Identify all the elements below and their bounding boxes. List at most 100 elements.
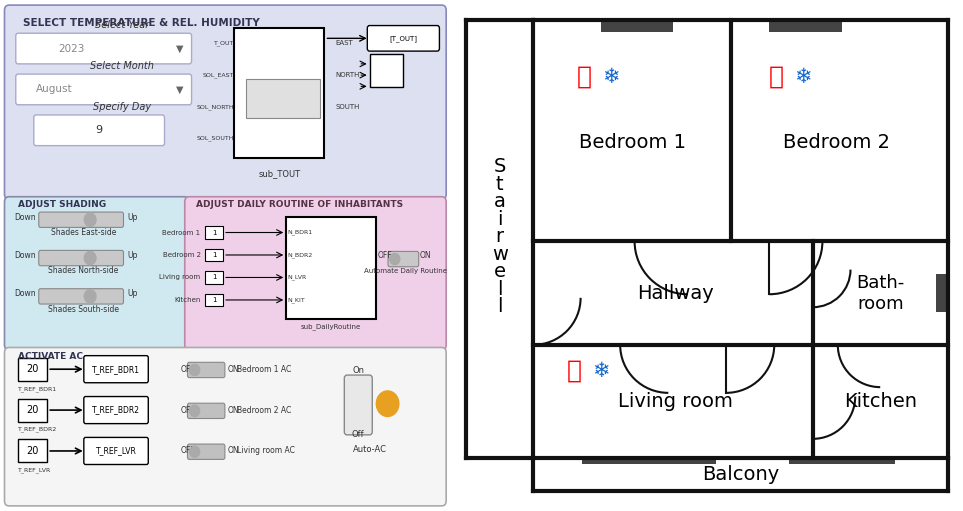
- Text: Up: Up: [128, 251, 138, 260]
- FancyBboxPatch shape: [39, 289, 123, 304]
- Text: August: August: [36, 84, 72, 95]
- FancyBboxPatch shape: [39, 212, 123, 227]
- Bar: [286, 217, 377, 319]
- FancyBboxPatch shape: [84, 437, 148, 464]
- Bar: [18, 358, 47, 381]
- Text: Automate Daily Routine: Automate Daily Routine: [364, 268, 447, 274]
- Text: OFF: OFF: [378, 251, 393, 260]
- Text: N_LVR: N_LVR: [288, 274, 307, 281]
- Text: N_BDR2: N_BDR2: [288, 252, 313, 258]
- Text: ❄: ❄: [794, 67, 812, 87]
- Text: Kitchen: Kitchen: [174, 297, 200, 303]
- Text: ▼: ▼: [176, 43, 183, 54]
- Text: T_OUT: T_OUT: [214, 40, 234, 47]
- Text: Hallway: Hallway: [638, 284, 714, 303]
- Text: Living room AC: Living room AC: [237, 447, 295, 455]
- Text: ACTIVATE AC: ACTIVATE AC: [18, 352, 83, 361]
- Text: 9: 9: [95, 125, 103, 135]
- Circle shape: [85, 290, 96, 303]
- FancyBboxPatch shape: [39, 250, 123, 266]
- Text: S
t
a
i
r
w
e
l
l: S t a i r w e l l: [492, 157, 508, 316]
- Text: Auto-AC: Auto-AC: [352, 445, 386, 454]
- Text: SOL_SOUTH: SOL_SOUTH: [196, 135, 234, 142]
- Text: Down: Down: [14, 213, 36, 222]
- Circle shape: [85, 213, 96, 226]
- Text: Living room: Living room: [618, 392, 733, 411]
- Text: [T_OUT]: [T_OUT]: [389, 35, 417, 42]
- FancyBboxPatch shape: [188, 403, 225, 419]
- Text: 2023: 2023: [59, 43, 85, 54]
- Text: ADJUST SHADING: ADJUST SHADING: [18, 200, 106, 209]
- Text: ON: ON: [420, 251, 431, 260]
- Circle shape: [190, 405, 199, 416]
- Bar: [936, 274, 948, 312]
- Text: Select Month: Select Month: [90, 61, 154, 71]
- Text: sub_DailyRoutine: sub_DailyRoutine: [301, 323, 361, 330]
- Bar: [769, 20, 842, 32]
- Text: ADJUST DAILY ROUTINE OF INHABITANTS: ADJUST DAILY ROUTINE OF INHABITANTS: [196, 200, 403, 209]
- Text: sub_TOUT: sub_TOUT: [258, 169, 300, 178]
- Bar: [582, 458, 716, 464]
- Text: Bedroom 2: Bedroom 2: [783, 133, 891, 152]
- Text: ON: ON: [227, 447, 239, 455]
- Text: 🌡: 🌡: [577, 65, 591, 89]
- Text: ON: ON: [227, 365, 239, 374]
- Bar: [18, 399, 47, 422]
- Text: SOL_EAST: SOL_EAST: [202, 72, 234, 78]
- FancyBboxPatch shape: [5, 347, 446, 506]
- Text: NORTH: NORTH: [336, 72, 360, 78]
- Text: Select Year: Select Year: [94, 20, 149, 30]
- Text: 1: 1: [212, 252, 217, 258]
- Circle shape: [190, 364, 199, 376]
- Text: Shades South-side: Shades South-side: [48, 305, 118, 314]
- Bar: [205, 271, 223, 284]
- Text: Bedroom 2 AC: Bedroom 2 AC: [237, 406, 291, 414]
- Text: Shades East-side: Shades East-side: [51, 228, 117, 237]
- Text: 1: 1: [212, 274, 217, 281]
- Text: T_REF_BDR2: T_REF_BDR2: [18, 427, 57, 432]
- Bar: [205, 226, 223, 239]
- Text: Bedroom 1: Bedroom 1: [163, 229, 200, 236]
- Text: ▼: ▼: [176, 84, 183, 95]
- Bar: [246, 79, 320, 118]
- Text: T_REF_LVR: T_REF_LVR: [18, 468, 51, 473]
- Text: Up: Up: [128, 213, 138, 222]
- Text: Bedroom 1: Bedroom 1: [579, 133, 686, 152]
- FancyBboxPatch shape: [15, 74, 192, 105]
- Text: ❄: ❄: [592, 361, 610, 381]
- Bar: [18, 439, 47, 462]
- Bar: [234, 28, 325, 158]
- Text: EAST: EAST: [336, 40, 353, 47]
- Bar: [789, 458, 895, 464]
- Text: Balcony: Balcony: [702, 464, 779, 483]
- FancyBboxPatch shape: [188, 362, 225, 378]
- FancyBboxPatch shape: [345, 375, 373, 435]
- Text: Bedroom 1 AC: Bedroom 1 AC: [237, 365, 291, 374]
- Text: T_REF_BDR2: T_REF_BDR2: [92, 406, 140, 414]
- Text: OFF: OFF: [180, 406, 195, 414]
- Circle shape: [390, 253, 400, 265]
- Bar: [370, 54, 403, 87]
- Text: 🌡: 🌡: [769, 65, 784, 89]
- Circle shape: [377, 391, 399, 416]
- FancyBboxPatch shape: [185, 197, 446, 350]
- Bar: [205, 294, 223, 306]
- Circle shape: [85, 251, 96, 265]
- Text: T_REF_BDR1: T_REF_BDR1: [18, 386, 57, 391]
- Text: Down: Down: [14, 251, 36, 260]
- FancyBboxPatch shape: [388, 251, 419, 267]
- FancyBboxPatch shape: [5, 197, 190, 350]
- Text: Up: Up: [128, 289, 138, 298]
- Text: 🌡: 🌡: [567, 359, 582, 383]
- FancyBboxPatch shape: [15, 33, 192, 64]
- Text: Off: Off: [352, 430, 365, 439]
- FancyBboxPatch shape: [34, 115, 165, 146]
- Text: ❄: ❄: [602, 67, 619, 87]
- Text: SOUTH: SOUTH: [336, 104, 360, 110]
- Text: 20: 20: [27, 446, 39, 456]
- Text: Bath-
room: Bath- room: [856, 274, 904, 313]
- Text: Bedroom 2: Bedroom 2: [163, 252, 200, 258]
- Text: ON: ON: [227, 406, 239, 414]
- FancyBboxPatch shape: [84, 397, 148, 424]
- Text: 1: 1: [212, 297, 217, 303]
